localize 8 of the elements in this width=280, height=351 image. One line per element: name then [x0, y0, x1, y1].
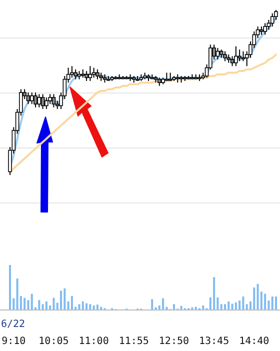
x-tick-label: 9:10 [2, 336, 26, 347]
x-tick-label: 11:55 [118, 336, 149, 347]
x-tick-label: 14:40 [239, 336, 270, 347]
text: 6/22 [1, 319, 26, 330]
x-tick-label: 13:45 [199, 336, 230, 347]
x-tick-label: 10:05 [38, 336, 69, 347]
x-tick-label: 12:50 [158, 336, 190, 347]
x-tick-label: 11:00 [78, 336, 109, 347]
